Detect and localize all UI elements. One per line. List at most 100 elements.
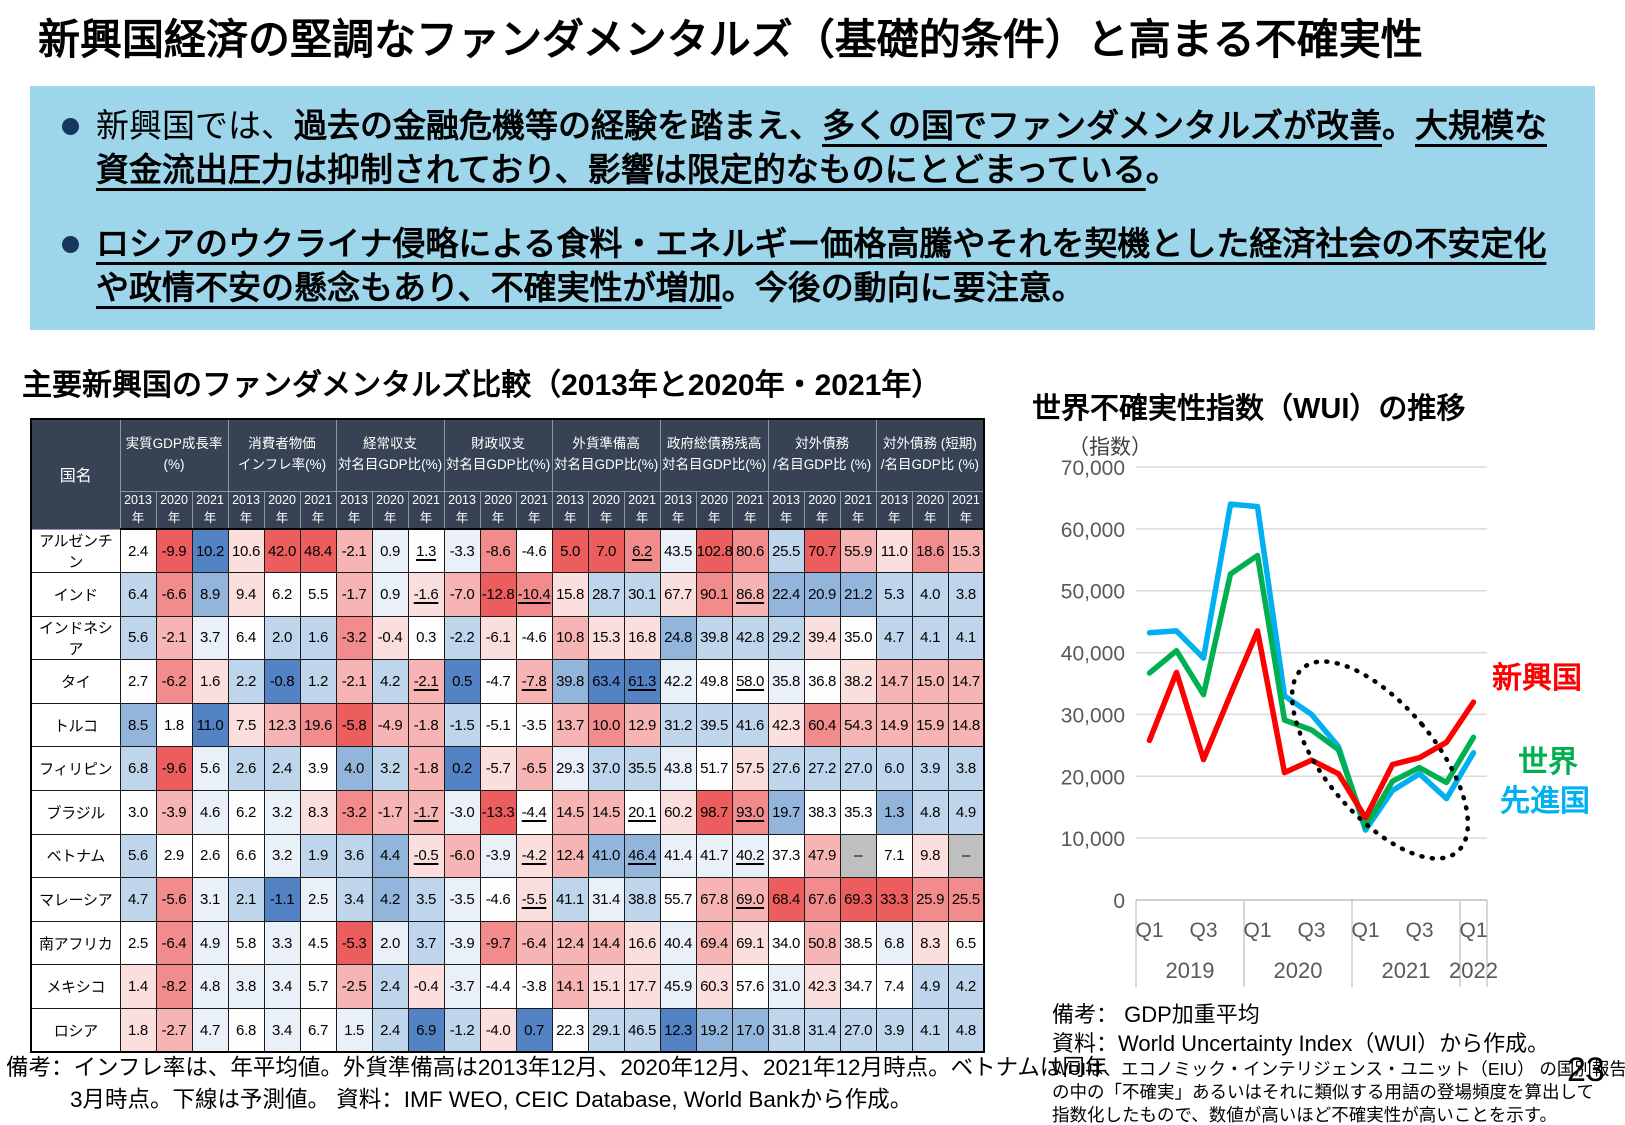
page-title: 新興国経済の堅調なファンダメンタルズ（基礎的条件）と高まる不確実性 (38, 16, 1423, 63)
table-cell: 60.2 (659, 790, 697, 835)
table-cell: 2.4 (263, 746, 301, 792)
table-cell: 41.7 (695, 833, 733, 879)
bullet-icon (62, 118, 79, 135)
table-cell: 60.4 (803, 702, 841, 748)
chart-note-line3: WUIは、エコノミック・インテリジェンス・ユニット（EIU） の国別報告書 (1052, 1059, 1625, 1079)
table-cell: 4.8 (191, 964, 229, 1010)
table-cell: 7.4 (875, 964, 913, 1010)
table-cell: -7.0 (443, 572, 481, 617)
table-cell: 37.0 (587, 746, 625, 792)
table-cell: -1.2 (443, 1008, 481, 1053)
table-year-header: 2020年 (155, 490, 193, 530)
x-year-label: 2022 (1449, 958, 1498, 983)
table-cell: 6.2 (263, 572, 301, 617)
table-cell: 68.4 (767, 877, 805, 922)
bullet-icon (62, 236, 79, 253)
table-cell: 42.8 (731, 615, 769, 661)
table-cell: -4.6 (515, 615, 553, 661)
table-cell: 4.2 (371, 659, 409, 704)
highlight-ellipse (1289, 659, 1471, 861)
page-number: 23 (1567, 1051, 1605, 1089)
table-cell: 58.0 (731, 659, 769, 704)
table-cell: 0.5 (443, 659, 481, 704)
table-cell: 3.0 (119, 790, 157, 835)
table-cell: 6.6 (227, 833, 265, 879)
table-cell: 67.7 (659, 572, 697, 617)
table-cell: 18.6 (911, 528, 949, 574)
table-year-header: 2021年 (299, 490, 337, 530)
table-cell: -3.5 (515, 702, 553, 748)
series-line-先進国 (1146, 501, 1477, 833)
table-cell: 67.8 (695, 877, 733, 922)
table-note-line2: 3月時点。下線は予測値。 資料：IMF WEO, CEIC Database, … (70, 1087, 913, 1112)
table-cell: 4.1 (911, 1008, 949, 1053)
table-cell: 4.8 (947, 1008, 985, 1053)
table-cell: 3.6 (335, 833, 373, 879)
table-cell: 22.4 (767, 572, 805, 617)
table-cell: 2.0 (371, 920, 409, 966)
y-tick-label: 20,000 (1061, 766, 1125, 789)
country-cell: ブラジル (30, 790, 121, 835)
table-group-header: 政府総債務残高 対名目GDP比(%) (659, 418, 769, 492)
table-cell: 15.9 (911, 702, 949, 748)
table-cell: 3.7 (191, 615, 229, 661)
table-row: インドネシア 5.6 -2.1 3.7 6.4 2.0 1.6 -3.2 -0.4 0.3 -2.2… (30, 615, 985, 661)
table-cell: 5.6 (119, 833, 157, 879)
y-axis-unit-label: （指数） (1068, 436, 1152, 459)
table-cell: 27.0 (839, 746, 877, 792)
table-corner-header: 国名 (30, 418, 121, 530)
table-cell: 69.3 (839, 877, 877, 922)
table-cell: -4.6 (479, 877, 517, 922)
table-year-header: 2021年 (191, 490, 229, 530)
table-cell: 2.6 (191, 833, 229, 879)
table-row: 南アフリカ 2.5 -6.4 4.9 5.8 3.3 4.5 -5.3 2.0 3.7 -3.9 -9… (30, 920, 985, 966)
table-cell: 0.9 (371, 528, 409, 574)
table-cell: -5.5 (515, 877, 553, 922)
table-cell: 57.5 (731, 746, 769, 792)
table-cell: 14.9 (875, 702, 913, 748)
table-cell: 3.1 (191, 877, 229, 922)
table-cell: 4.0 (911, 572, 949, 617)
table-group-header: 対外債務 (短期)/名目GDP比 (%) (875, 418, 985, 492)
table-group-header: 対外債務/名目GDP比 (%) (767, 418, 877, 492)
table-cell: 35.8 (767, 659, 805, 704)
table-cell: 61.3 (623, 659, 661, 704)
table-cell: -13.3 (479, 790, 517, 835)
table-cell: 8.5 (119, 702, 157, 748)
table-cell: 6.8 (875, 920, 913, 966)
table-cell: 5.0 (551, 528, 589, 574)
table-cell: -4.0 (479, 1008, 517, 1053)
table-cell: 43.8 (659, 746, 697, 792)
chart-notes: 備考： GDP加重平均 資料：World Uncertainty Index（W… (1052, 1000, 1625, 1125)
table-title: 主要新興国のファンダメンタルズ比較（2013年と2020年・2021年） (22, 369, 942, 402)
table-year-header: 2021年 (515, 490, 553, 530)
table-year-header: 2020年 (479, 490, 517, 530)
x-tick-label: Q3 (1297, 919, 1325, 942)
table-cell: 46.4 (623, 833, 661, 879)
table-year-header: 2021年 (947, 490, 985, 530)
table-cell: 6.0 (875, 746, 913, 792)
country-cell: インドネシア (30, 615, 121, 661)
table-cell: 42.3 (803, 964, 841, 1010)
y-tick-label: 70,000 (1061, 457, 1125, 480)
y-tick-label: 0 (1113, 890, 1125, 913)
table-cell: 38.2 (839, 659, 877, 704)
table-cell: 1.9 (299, 833, 337, 879)
table-cell: 4.2 (947, 964, 985, 1010)
table-cell: 14.4 (587, 920, 625, 966)
table-cell: 93.0 (731, 790, 769, 835)
table-cell: 5.7 (299, 964, 337, 1010)
table-cell: 4.9 (911, 964, 949, 1010)
table-cell: -4.4 (479, 964, 517, 1010)
table-cell: 20.9 (803, 572, 841, 617)
table-cell: 29.3 (551, 746, 589, 792)
table-cell: -3.9 (443, 920, 481, 966)
table-cell: 3.3 (263, 920, 301, 966)
table-cell: 3.2 (371, 746, 409, 792)
chart-note-line5: 指数化したもので、数値が高いほど不確実性が高いことを示す。 (1052, 1105, 1558, 1125)
table-cell: 28.7 (587, 572, 625, 617)
country-cell: ベトナム (30, 833, 121, 879)
legend-label-先進国: 先進国 (1500, 785, 1590, 818)
table-cell: 17.0 (731, 1008, 769, 1053)
table-cell: 22.3 (551, 1008, 589, 1053)
